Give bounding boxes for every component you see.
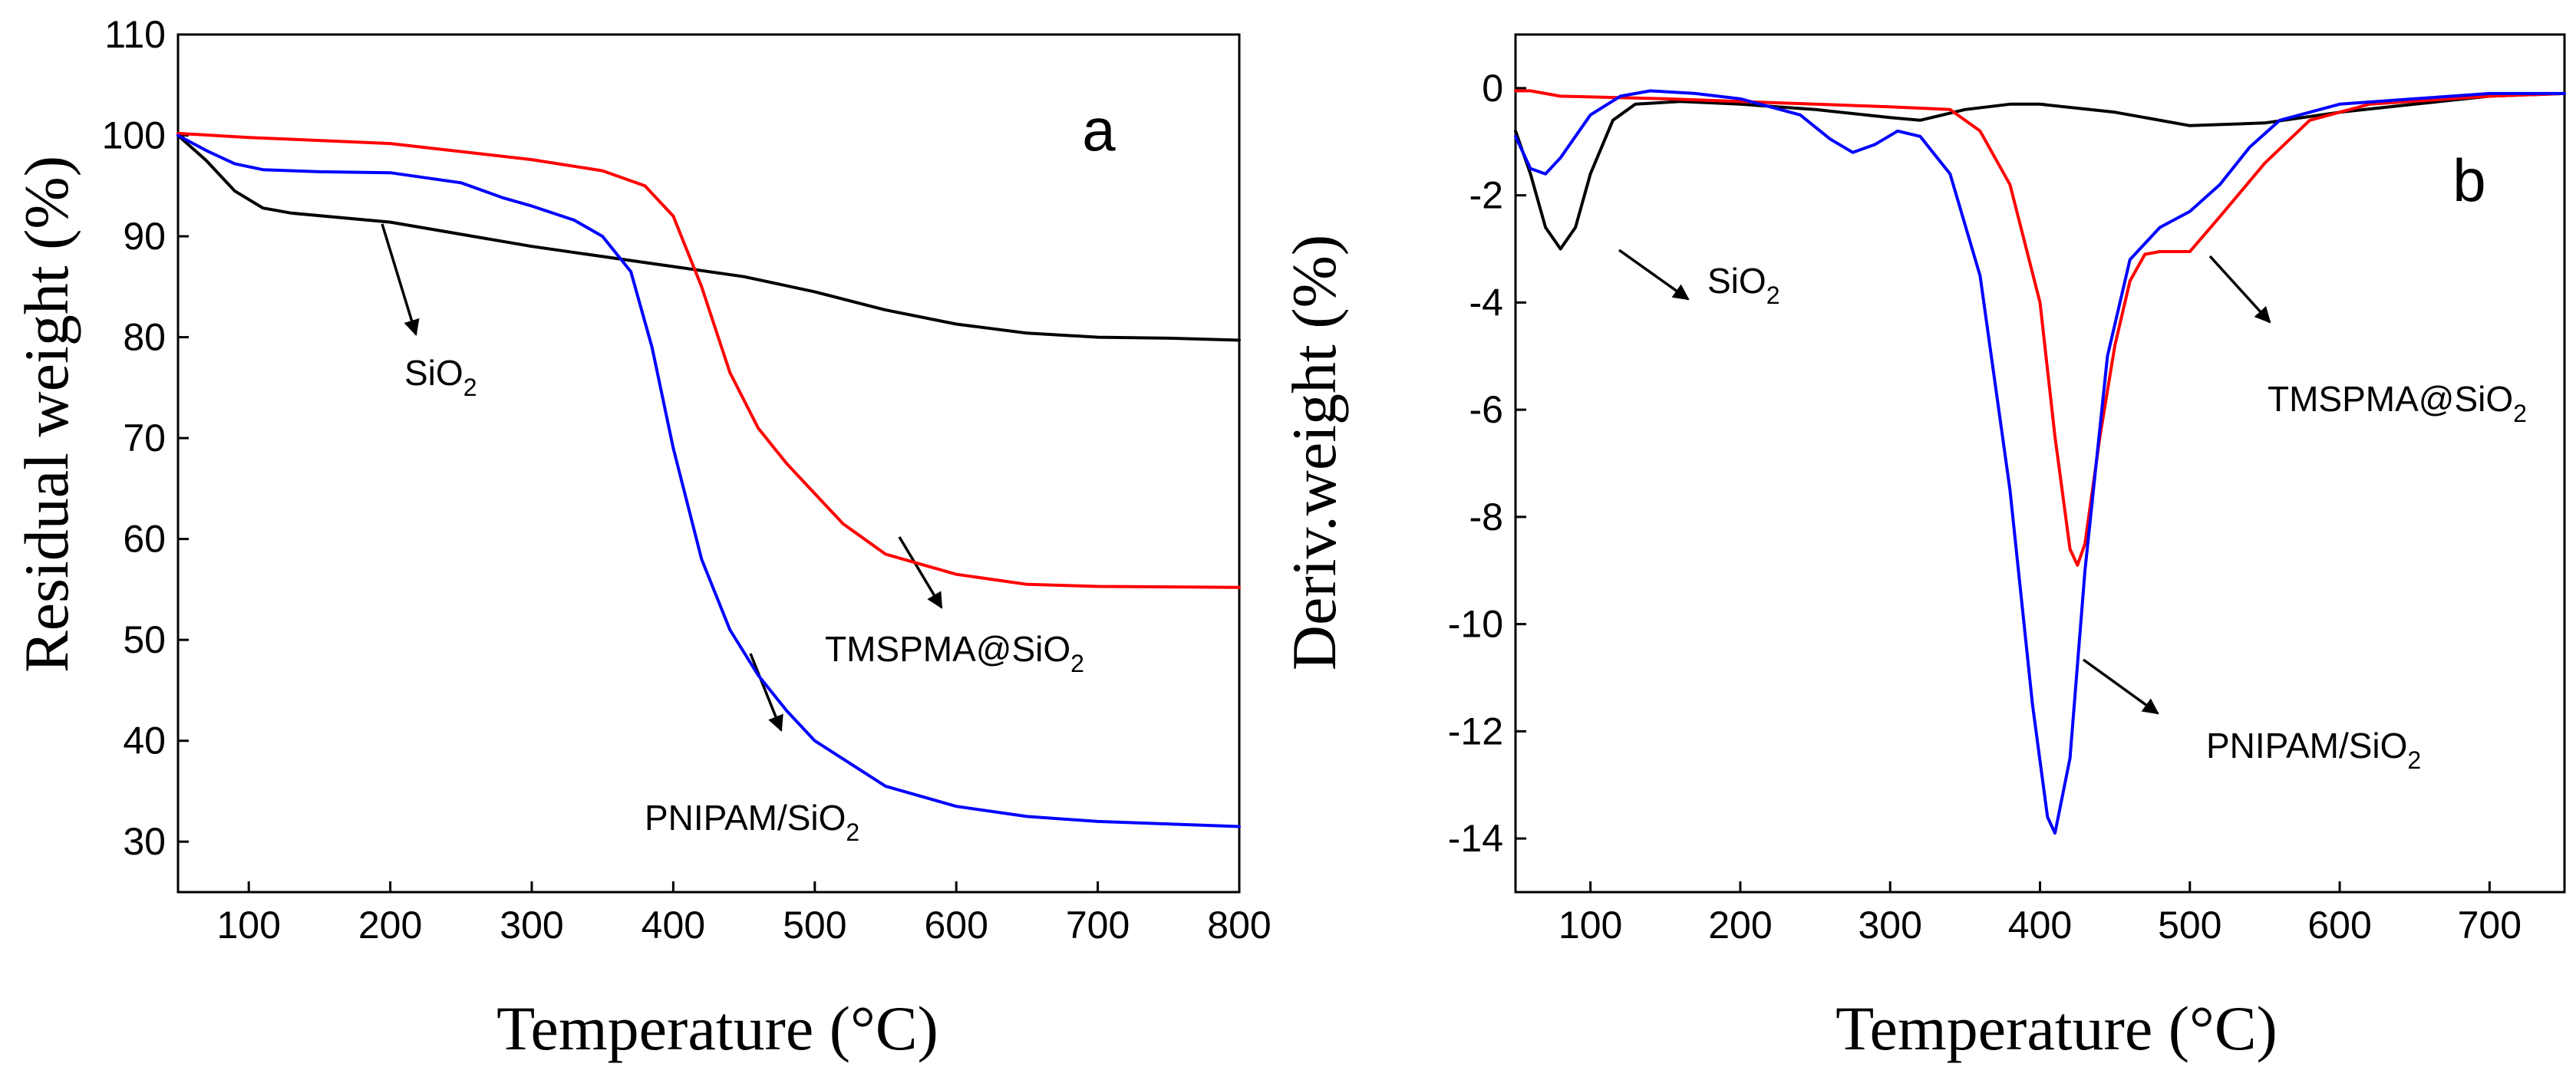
chart-b-label-sio2-sub: 2	[1766, 282, 1780, 309]
chart-b-xtick-label: 200	[1708, 904, 1772, 947]
chart-b-series-pnipam-sio2	[1514, 89, 2566, 835]
chart-a-arrow-sio2	[381, 223, 420, 337]
chart-b-xtick-label: 400	[2008, 904, 2072, 947]
chart-b-label-tmspma-base: TMSPMA@SiO	[2268, 379, 2513, 419]
chart-a-ytick-label: 110	[104, 13, 166, 56]
chart-b-label-sio2-base: SiO	[1707, 261, 1766, 301]
chart-b-arrow-sio2	[1618, 249, 1690, 301]
chart-a-xtick-label: 100	[216, 904, 280, 947]
chart-a-series-sio2	[176, 133, 1241, 342]
chart-a-ytick-label: 50	[123, 618, 166, 661]
chart-a-ytick-label: 90	[123, 215, 166, 258]
chart-a-ytick-label: 100	[102, 114, 166, 157]
chart-a-xtick-label: 200	[358, 904, 422, 947]
chart-b-ytick-label: -2	[1469, 174, 1503, 217]
chart-b-ylabel: Deriv.weight (%)	[1279, 235, 1349, 670]
chart-a-label-pnipam-base: PNIPAM/SiO	[645, 798, 846, 838]
chart-b-label-pnipam-base: PNIPAM/SiO	[2206, 726, 2407, 766]
chart-a-xlabel: Temperature (°C)	[496, 993, 938, 1063]
chart-a-label-pnipam: PNIPAM/SiO2	[645, 798, 859, 846]
chart-a-arrows	[381, 223, 943, 732]
chart-b-xtick-label: 600	[2307, 904, 2371, 947]
chart-a-plot-frame	[176, 33, 1241, 894]
chart-a-xtick-label: 600	[924, 904, 988, 947]
chart-a-xtick-label: 300	[500, 904, 563, 947]
chart-b-series-sio2	[1514, 91, 2566, 251]
chart-b-ytick-label: -8	[1469, 496, 1503, 538]
chart-a-ytick-label: 60	[123, 518, 166, 561]
chart-a-label-sio2-base: SiO	[404, 353, 463, 393]
chart-a-label-sio2: SiO2	[404, 353, 477, 401]
chart-b-panel-label: b	[2452, 147, 2485, 214]
chart-a-label-sio2-sub: 2	[463, 374, 477, 401]
chart-a-label-tmspma-base: TMSPMA@SiO	[825, 629, 1070, 669]
chart-b-label-pnipam-sub: 2	[2407, 746, 2421, 774]
chart-a-ytick-label: 70	[123, 417, 166, 459]
chart-b: Deriv.weight (%) Temperature (°C) b SiO2…	[1279, 33, 2566, 1063]
chart-a-arrow-pnipam	[749, 653, 783, 732]
chart-a-ytick-label: 80	[123, 316, 166, 359]
chart-a-series-pnipam-sio2	[176, 133, 1241, 828]
chart-a-panel-label: a	[1082, 96, 1116, 163]
chart-a-ylabel: Residual weight (%)	[12, 156, 81, 673]
chart-b-ytick-label: -4	[1469, 281, 1503, 324]
chart-b-arrow-tmspma	[2208, 255, 2271, 324]
chart-b-ytick-label: 0	[1482, 67, 1503, 110]
chart-a-xtick-label: 500	[783, 904, 846, 947]
chart-a-label-pnipam-sub: 2	[846, 818, 859, 846]
chart-b-ytick-label: -14	[1448, 817, 1503, 860]
chart-a-ytick-label: 30	[123, 820, 166, 863]
chart-a-label-tmspma-sub: 2	[1070, 650, 1084, 677]
chart-b-ytick-label: -6	[1469, 388, 1503, 431]
chart-a-xtick-label: 700	[1066, 904, 1130, 947]
chart-b-label-tmspma-sub: 2	[2513, 400, 2527, 427]
chart-b-ytick-label: -10	[1448, 603, 1503, 646]
chart-b-arrow-pnipam	[2082, 658, 2159, 715]
chart-b-label-pnipam: PNIPAM/SiO2	[2206, 726, 2421, 774]
chart-b-series-tmspma-sio2	[1514, 89, 2566, 567]
chart-a-ytick-label: 40	[123, 720, 166, 762]
chart-a-xtick-label: 800	[1207, 904, 1271, 947]
chart-b-label-tmspma: TMSPMA@SiO2	[2268, 379, 2527, 427]
chart-b-xtick-label: 100	[1558, 904, 1622, 947]
chart-a-xtick-label: 400	[642, 904, 705, 947]
chart-b-xlabel: Temperature (°C)	[1836, 993, 2278, 1063]
chart-a-series-tmspma-sio2	[176, 131, 1241, 589]
chart-b-ytick-label: -12	[1448, 710, 1503, 752]
chart-a-arrow-tmspma	[898, 536, 943, 609]
chart-b-xtick-label: 700	[2458, 904, 2522, 947]
chart-b-arrows	[1618, 249, 2271, 715]
chart-b-xtick-label: 500	[2158, 904, 2221, 947]
chart-a-label-tmspma: TMSPMA@SiO2	[825, 629, 1084, 677]
chart-b-label-sio2: SiO2	[1707, 261, 1779, 309]
chart-b-xtick-label: 300	[1858, 904, 1921, 947]
chart-a: Residual weight (%) Temperature (°C) a S…	[12, 13, 1272, 1063]
